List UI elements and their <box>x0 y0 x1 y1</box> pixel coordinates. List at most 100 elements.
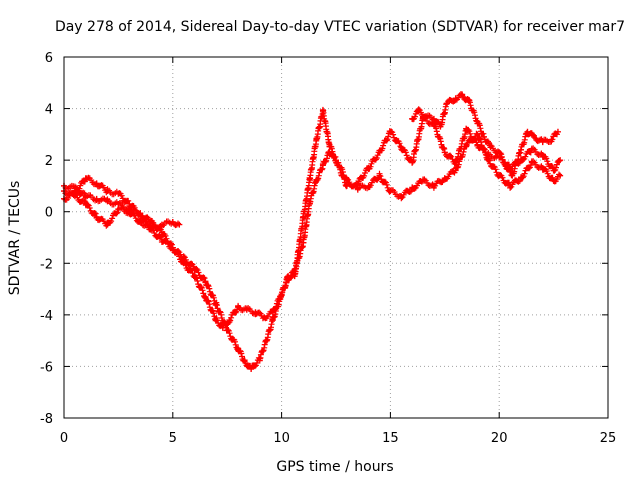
data-point <box>241 358 248 365</box>
data-point <box>557 172 564 179</box>
data-point <box>557 157 564 164</box>
data-point <box>376 172 383 179</box>
data-point <box>278 291 285 298</box>
data-point <box>485 151 492 158</box>
data-point <box>169 219 176 226</box>
data-point <box>387 128 394 135</box>
data-point <box>420 177 427 184</box>
y-tick-label: -8 <box>40 412 53 427</box>
data-point <box>115 200 122 207</box>
y-tick-labels: -8 -6 -4 -2 0 2 4 6 <box>40 51 53 427</box>
data-point <box>463 141 470 148</box>
data-point <box>191 273 198 280</box>
data-point <box>300 239 307 246</box>
data-point <box>422 113 429 120</box>
data-point <box>115 206 122 213</box>
data-point <box>354 180 361 187</box>
chart-title: Day 278 of 2014, Sidereal Day-to-day VTE… <box>55 19 625 35</box>
data-point <box>180 260 187 267</box>
data-point <box>496 149 503 156</box>
data-point <box>104 198 111 205</box>
data-point <box>82 200 89 207</box>
data-point <box>430 182 437 189</box>
data-point <box>213 317 220 324</box>
data-point <box>235 304 242 311</box>
data-point <box>137 219 144 226</box>
data-point <box>326 141 333 148</box>
data-point <box>252 309 259 316</box>
data-point <box>93 213 100 220</box>
data-point <box>480 133 487 140</box>
data-point <box>539 151 546 158</box>
data-point <box>539 164 546 171</box>
data-point <box>531 133 538 140</box>
data-point <box>487 144 494 151</box>
data-point <box>437 123 444 130</box>
data-point <box>409 115 416 122</box>
data-point <box>387 188 394 195</box>
data-point <box>507 182 514 189</box>
data-point <box>409 159 416 166</box>
data-point <box>291 273 298 280</box>
data-point <box>224 327 231 334</box>
data-point <box>213 301 220 308</box>
x-tick-label: 5 <box>169 431 177 446</box>
data-point <box>243 306 250 313</box>
data-point <box>343 182 350 189</box>
data-point <box>202 293 209 300</box>
data-point <box>474 141 481 148</box>
data-point <box>441 149 448 156</box>
data-point <box>248 366 255 373</box>
data-point <box>256 355 263 362</box>
data-point <box>306 175 313 182</box>
data-point <box>126 208 133 215</box>
x-tick-label: 20 <box>491 431 508 446</box>
data-point <box>524 128 531 135</box>
data-point <box>176 221 183 228</box>
data-point <box>326 149 333 156</box>
axis-ticks <box>63 56 609 419</box>
data-point <box>409 185 416 192</box>
data-point <box>465 97 472 104</box>
data-point <box>313 177 320 184</box>
data-point <box>219 324 226 331</box>
data-point <box>528 159 535 166</box>
data-point <box>441 175 448 182</box>
data-point <box>398 193 405 200</box>
x-tick-labels: 0 5 10 15 20 25 <box>60 431 616 446</box>
data-point <box>269 309 276 316</box>
data-point <box>126 200 133 207</box>
x-tick-label: 10 <box>273 431 290 446</box>
data-point <box>115 190 122 197</box>
data-point <box>376 149 383 156</box>
data-point <box>104 221 111 228</box>
data-point <box>269 317 276 324</box>
y-tick-label: -2 <box>40 257 53 272</box>
data-point <box>148 224 155 231</box>
x-tick-label: 0 <box>60 431 68 446</box>
data-point <box>235 345 242 352</box>
data-point <box>459 92 466 99</box>
data-markers <box>61 91 564 373</box>
data-point <box>158 237 165 244</box>
x-tick-label: 25 <box>600 431 617 446</box>
data-point <box>365 182 372 189</box>
series-track-d <box>409 91 561 179</box>
data-point <box>528 146 535 153</box>
data-point <box>509 172 516 179</box>
data-point <box>333 157 339 164</box>
x-tick-label: 15 <box>382 431 399 446</box>
data-point <box>430 115 437 122</box>
data-point <box>158 221 165 228</box>
data-point <box>169 244 176 251</box>
y-tick-label: 0 <box>45 206 53 221</box>
data-point <box>548 136 555 143</box>
data-point <box>261 314 268 321</box>
data-point <box>319 108 326 115</box>
data-point <box>550 167 557 174</box>
x-axis-title: GPS time / hours <box>276 459 393 475</box>
data-point <box>93 195 100 202</box>
data-point <box>415 108 422 115</box>
